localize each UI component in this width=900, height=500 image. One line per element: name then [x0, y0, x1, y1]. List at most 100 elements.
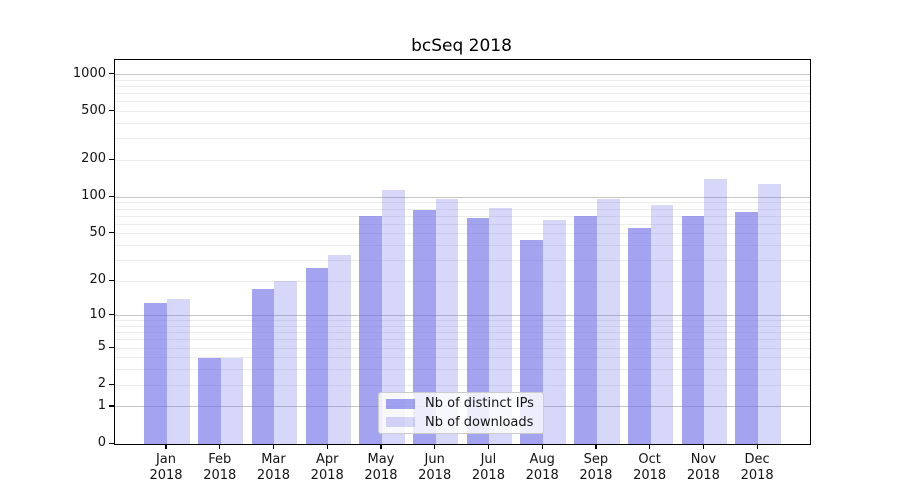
y-gridline-minor	[115, 326, 810, 328]
legend-swatch-downloads	[386, 417, 415, 428]
legend-label-downloads: Nb of downloads	[425, 414, 534, 430]
x-tick-mark	[165, 444, 167, 449]
x-tick-year: 2018	[149, 468, 183, 483]
bar-downloads	[328, 255, 351, 444]
bar-downloads	[704, 178, 728, 444]
y-tick-label: 500	[81, 102, 106, 118]
y-gridline-minor	[115, 332, 810, 334]
plot-area	[114, 59, 811, 445]
y-tick-mark	[109, 195, 114, 197]
x-tick-mark	[380, 444, 382, 449]
x-tick-month: Apr	[315, 452, 339, 467]
x-tick-label: Oct 2018	[618, 452, 682, 484]
y-gridline-major	[115, 315, 810, 317]
bar-distinct-ips	[359, 216, 382, 444]
y-tick-mark	[109, 158, 114, 161]
y-tick-label: 20	[89, 272, 106, 288]
y-gridline-minor	[115, 101, 810, 103]
y-gridline-minor	[115, 244, 810, 246]
y-tick-mark	[109, 314, 114, 316]
y-gridline-minor	[115, 233, 810, 235]
y-tick-label: 1000	[72, 65, 106, 81]
x-tick-year: 2018	[579, 468, 613, 483]
x-tick-mark	[595, 444, 597, 449]
x-tick-mark	[702, 444, 704, 449]
bar-downloads	[435, 198, 459, 444]
bar-downloads	[543, 220, 566, 444]
chart-title: bcSeq 2018	[411, 36, 512, 56]
y-gridline-minor	[115, 384, 810, 386]
bar-distinct-ips	[466, 218, 490, 444]
x-tick-month: Feb	[208, 452, 232, 467]
y-tick-label: 0	[97, 435, 106, 450]
x-tick-mark	[649, 444, 651, 449]
y-gridline-major	[115, 74, 810, 76]
x-tick-mark	[541, 444, 543, 449]
x-tick-label: Nov 2018	[671, 452, 735, 484]
y-gridline-minor	[115, 86, 810, 88]
bar-distinct-ips	[198, 357, 221, 444]
x-tick-month: Nov	[690, 452, 717, 467]
x-tick-label: Jan 2018	[134, 452, 198, 484]
y-tick-label: 10	[89, 306, 106, 322]
y-gridline-minor	[115, 320, 810, 322]
x-tick-year: 2018	[686, 468, 720, 483]
x-tick-month: Dec	[744, 452, 770, 467]
y-gridline-minor	[115, 123, 810, 125]
x-tick-year: 2018	[471, 468, 505, 483]
bar-downloads	[381, 189, 405, 444]
bar-downloads	[489, 208, 513, 444]
y-tick-label: 50	[89, 224, 106, 240]
y-gridline-minor	[115, 347, 810, 349]
x-tick-month: Oct	[638, 452, 661, 467]
x-tick-label: Jun 2018	[403, 452, 467, 484]
x-tick-mark	[487, 444, 490, 449]
y-gridline-minor	[115, 259, 810, 261]
y-tick-mark	[109, 346, 114, 348]
y-gridline-minor	[115, 223, 810, 225]
bar-downloads	[167, 299, 190, 444]
x-tick-year: 2018	[525, 468, 559, 483]
bar-downloads	[274, 281, 298, 444]
y-gridline-minor	[115, 339, 810, 341]
x-tick-month: Jan	[155, 452, 177, 467]
legend-label-distinct-ips: Nb of distinct IPs	[425, 396, 534, 412]
y-tick-mark	[109, 405, 114, 407]
x-tick-label: Sep 2018	[564, 452, 628, 484]
x-tick-month: May	[367, 452, 395, 467]
x-tick-month: Sep	[583, 452, 609, 467]
x-tick-label: May 2018	[349, 452, 413, 484]
y-gridline-minor	[115, 215, 810, 217]
x-tick-month: Jun	[424, 452, 445, 467]
y-tick-mark	[109, 383, 114, 385]
y-gridline-minor	[115, 280, 810, 282]
y-gridline-minor	[115, 93, 810, 95]
x-tick-mark	[272, 444, 275, 449]
x-tick-label: Dec 2018	[725, 452, 789, 484]
y-gridline-minor	[115, 79, 810, 81]
y-tick-label: 5	[97, 339, 106, 355]
y-tick-label: 100	[81, 188, 106, 204]
y-tick-mark	[109, 73, 114, 75]
x-tick-year: 2018	[740, 468, 774, 483]
y-gridline-minor	[115, 111, 810, 113]
y-tick-mark	[109, 279, 114, 281]
x-tick-year: 2018	[633, 468, 667, 483]
x-tick-mark	[326, 444, 328, 449]
bar-distinct-ips	[251, 289, 275, 444]
y-gridline-minor	[115, 369, 810, 371]
y-gridline-minor	[115, 208, 810, 210]
bar-distinct-ips	[144, 302, 167, 444]
y-gridline-minor	[115, 138, 810, 140]
bar-downloads	[596, 198, 620, 444]
y-tick-mark	[109, 232, 114, 234]
bar-distinct-ips	[413, 210, 436, 444]
bar-distinct-ips	[574, 216, 597, 444]
x-tick-year: 2018	[256, 468, 291, 483]
legend-item-distinct-ips: Nb of distinct IPs	[386, 396, 536, 412]
x-tick-year: 2018	[203, 468, 237, 483]
x-tick-year: 2018	[310, 468, 344, 483]
bar-downloads	[220, 357, 244, 444]
x-tick-year: 2018	[418, 468, 452, 483]
